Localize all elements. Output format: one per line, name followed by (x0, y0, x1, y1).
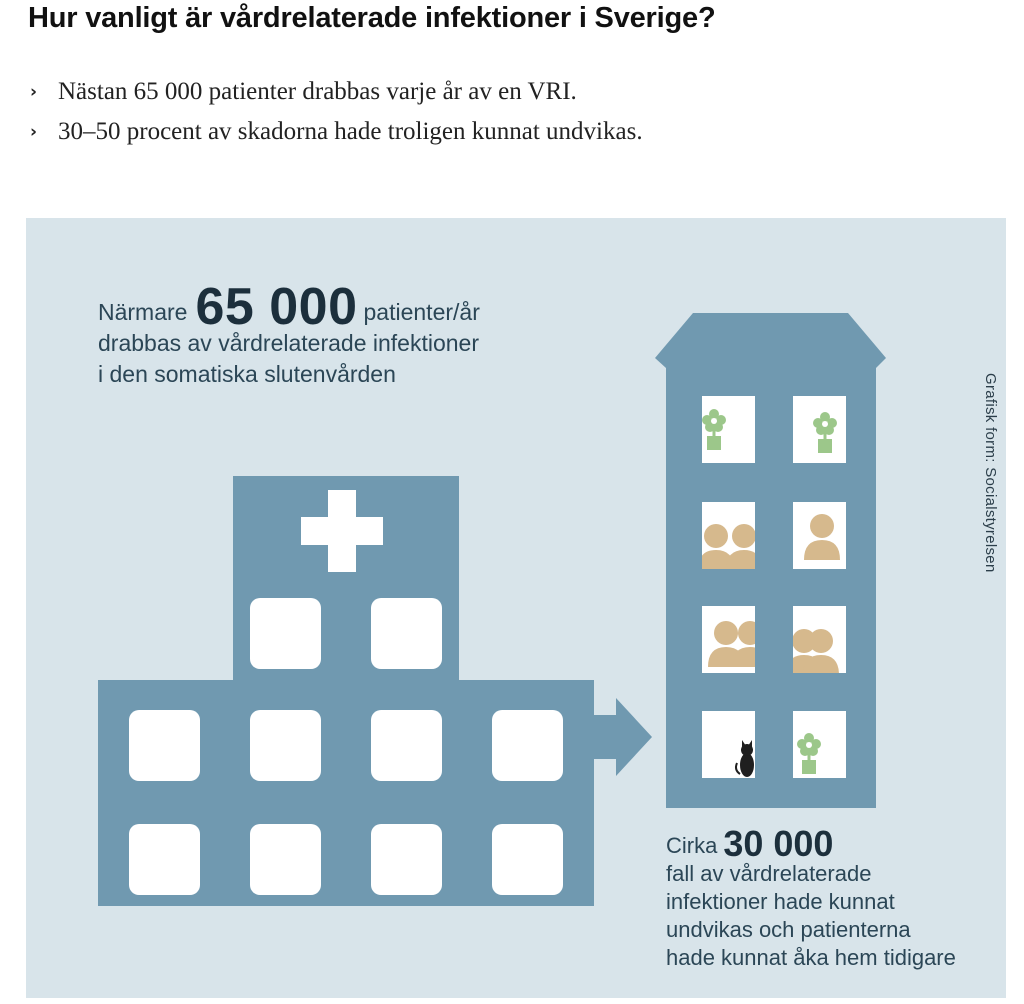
stat-number-30000: 30 000 (723, 823, 834, 864)
stat-line: hade kunnat åka hem tidigare (666, 945, 956, 970)
page-title: Hur vanligt är vårdrelaterade infektione… (28, 2, 716, 34)
stat-line: fall av vårdrelaterade (666, 861, 872, 886)
list-item: › Nästan 65 000 patienter drabbas varje å… (30, 72, 643, 112)
arrow-right-icon (594, 698, 652, 776)
bottom-statistic: Cirka 30 000 fall av vårdrelaterade infek… (666, 826, 956, 972)
stat-line: infektioner hade kunnat (666, 889, 895, 914)
list-item: › 30–50 procent av skadorna hade troligen… (30, 112, 643, 152)
chevron-right-icon: › (30, 122, 38, 142)
stat-line: undvikas och patienterna (666, 917, 911, 942)
top-statistic: Närmare 65 000 patienter/år drabbas av vår… (98, 281, 480, 390)
stat-line: drabbas av vårdrelaterade infektioner (98, 330, 480, 356)
stat-number-65000: 65 000 (195, 278, 358, 336)
stat-prefix: Cirka (666, 833, 718, 858)
infographic-panel: Närmare 65 000 patienter/år drabbas av vår… (26, 218, 1006, 998)
bullet-list: › Nästan 65 000 patienter drabbas varje å… (30, 72, 643, 152)
cross-icon (301, 490, 383, 572)
bullet-text: Nästan 65 000 patienter drabbas varje år… (58, 78, 577, 105)
cat-icon (735, 740, 754, 777)
graphic-credit: Grafisk form: Socialstyrelsen (982, 373, 999, 573)
bullet-text: 30–50 procent av skadorna hade troligen … (58, 118, 643, 145)
house-building-icon (655, 313, 886, 808)
infographic-illustration (98, 313, 886, 906)
stat-suffix: patienter/år (363, 299, 480, 325)
stat-prefix: Närmare (98, 299, 188, 325)
hospital-building-icon (98, 476, 594, 906)
stat-line: i den somatiska slutenvården (98, 361, 396, 387)
chevron-right-icon: › (30, 82, 38, 102)
